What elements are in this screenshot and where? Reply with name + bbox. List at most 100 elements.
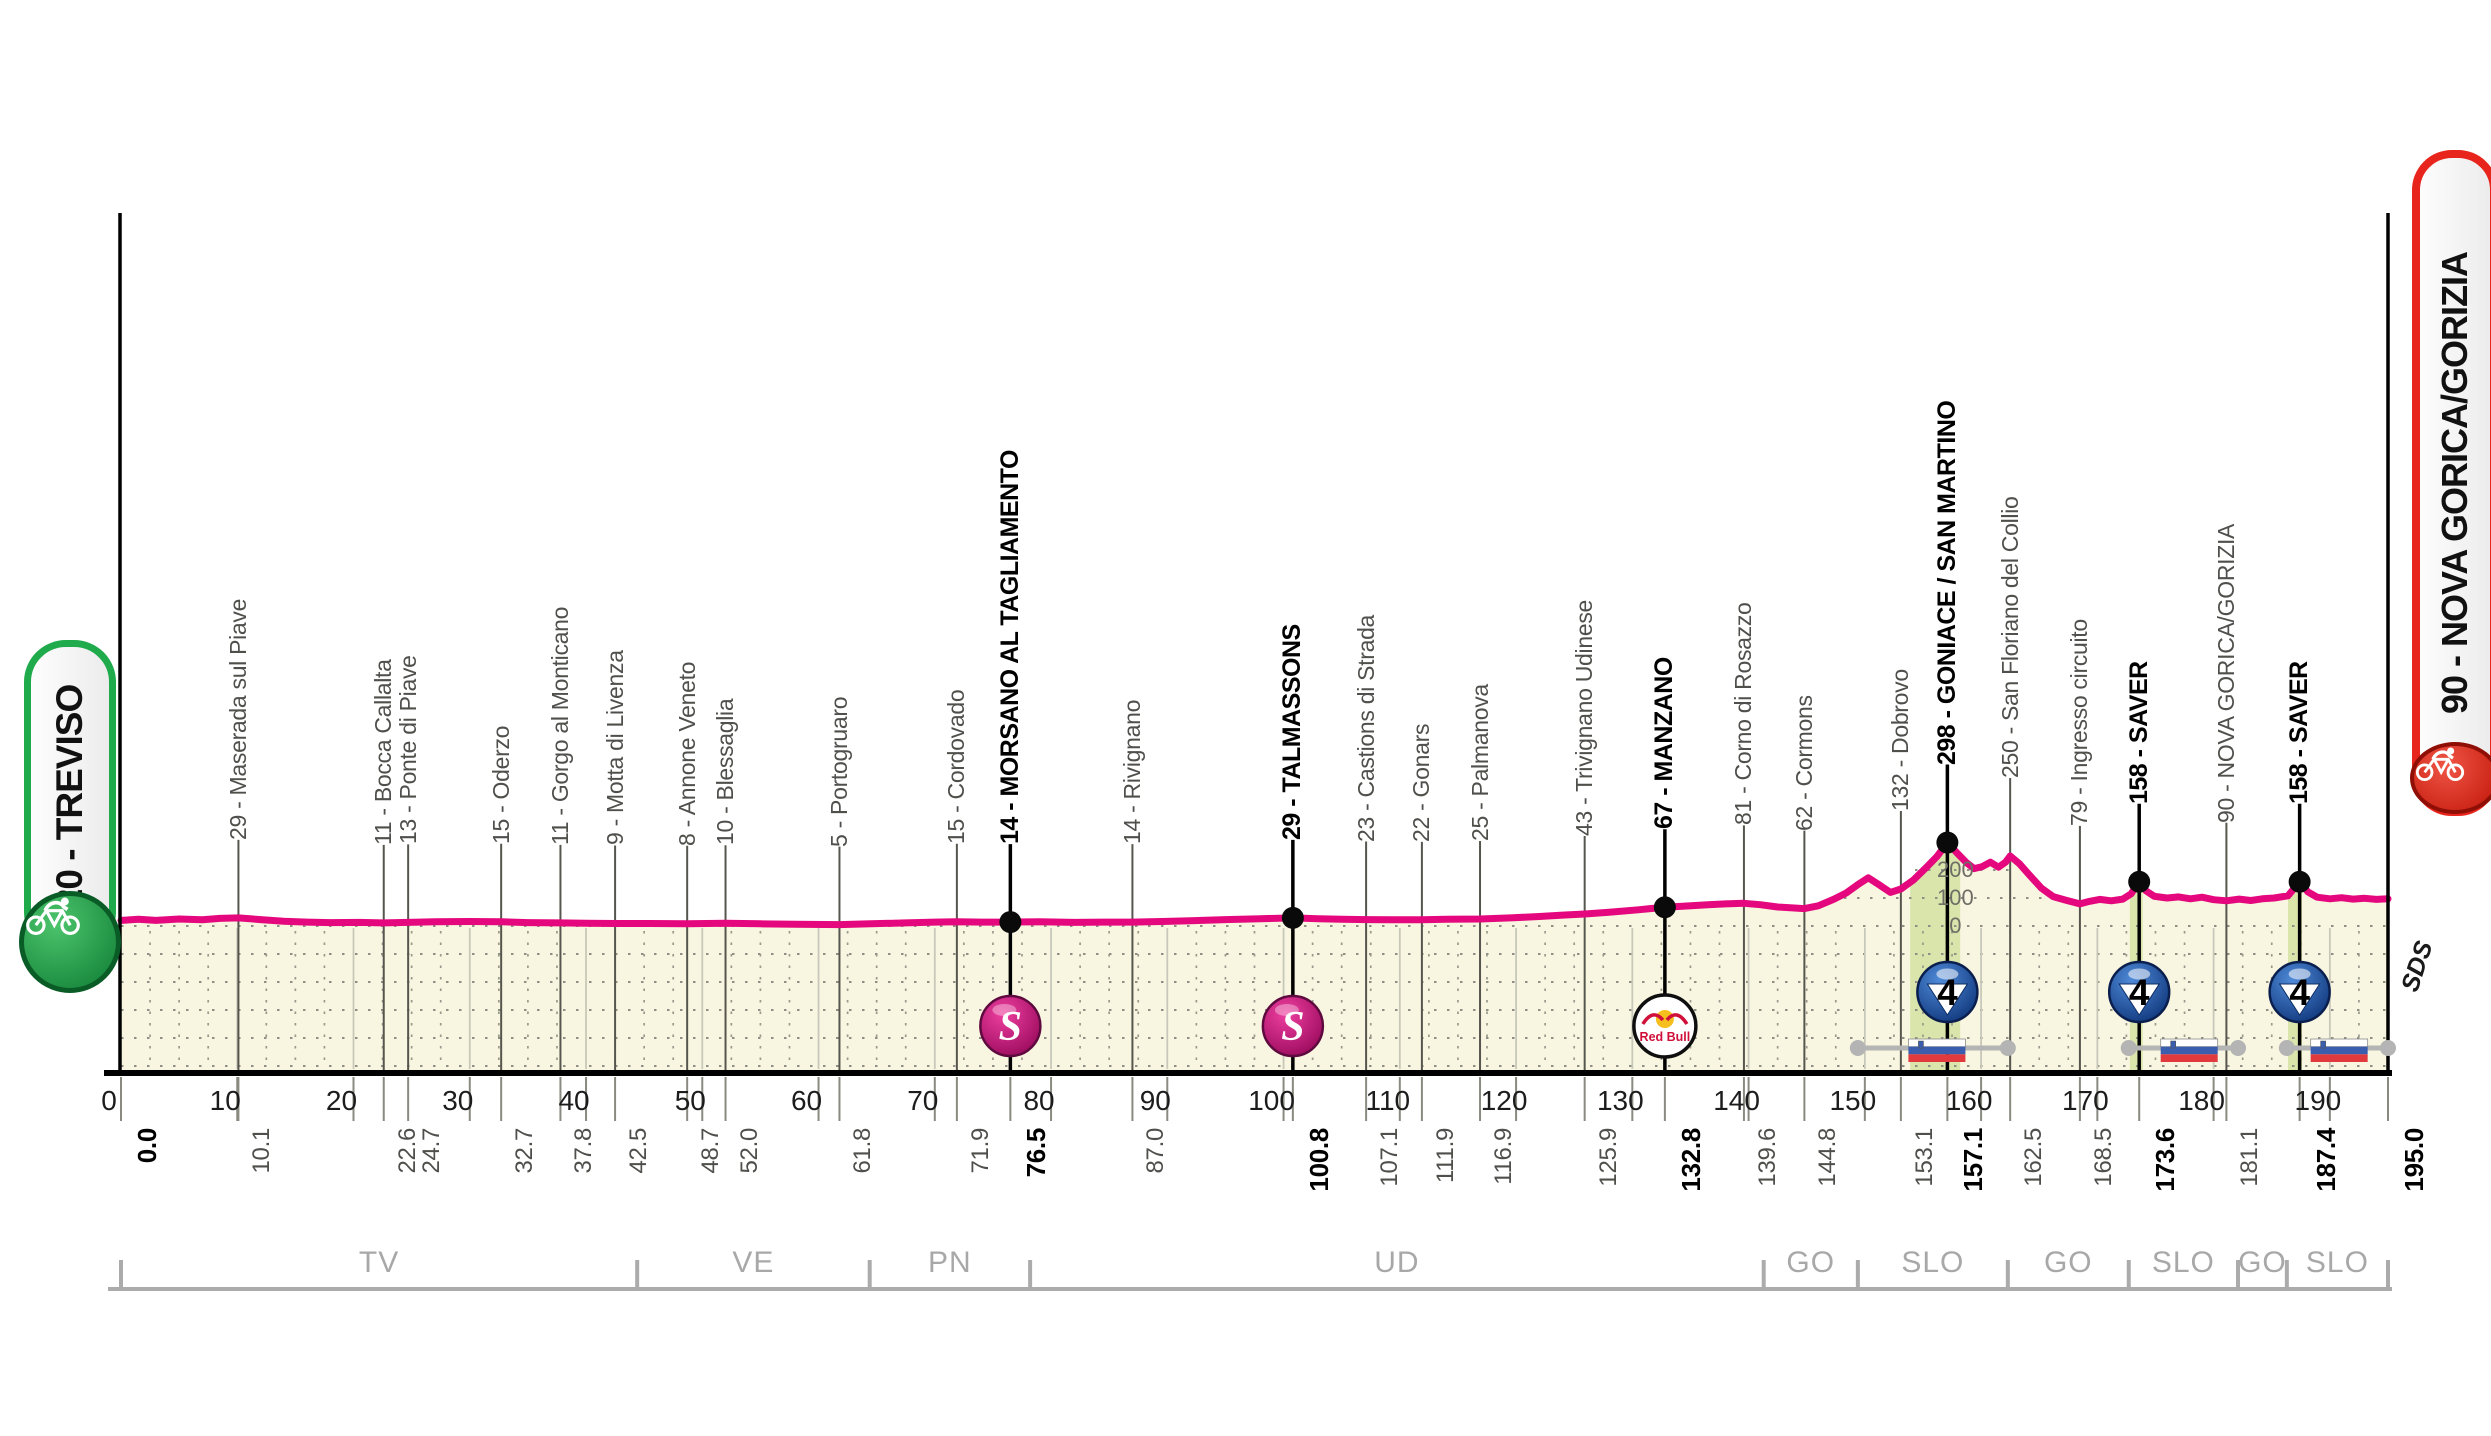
sprint-letter: S <box>1281 1004 1304 1050</box>
start-banner: 20 - TREVISO <box>19 640 121 993</box>
flag-red-stripe <box>2310 1054 2368 1062</box>
waypoint-distance-label: 181.1 <box>2236 1128 2264 1187</box>
waypoint-name-label: 132 - Dobrovo <box>1887 669 1914 812</box>
border-segment-dot <box>1999 1040 2016 1056</box>
flag-blue-stripe <box>2160 1046 2218 1055</box>
waypoint-name-label: 11 - Gorgo al Monticano <box>546 606 573 845</box>
waypoint-distance-label: 0.0 <box>132 1128 162 1164</box>
waypoint-name-label: 13 - Ponte di Piave <box>394 655 421 845</box>
axis-tick-label: 170 <box>2061 1085 2109 1116</box>
waypoint-distance-label: 144.8 <box>1814 1128 1842 1187</box>
waypoint-distance-label: 10.1 <box>248 1128 276 1174</box>
waypoint-name-label: 29 - TALMASSONS <box>1278 624 1307 840</box>
waypoint-dot <box>2288 870 2311 893</box>
waypoint-distance-label: 37.8 <box>570 1128 598 1174</box>
axis-tick-label: 70 <box>907 1085 939 1116</box>
waypoint-name-label: 15 - Oderzo <box>487 725 514 844</box>
waypoint-distance-label: 61.8 <box>849 1128 877 1174</box>
flag-blue-stripe <box>2310 1046 2368 1055</box>
waypoint-name-label: 250 - San Floriano del Collio <box>1996 496 2023 778</box>
waypoint-distance-label: 132.8 <box>1675 1128 1706 1192</box>
axis-tick-label: 160 <box>1945 1085 1993 1116</box>
finish-banner-label: 90 - NOVA GORICA/GORIZIA <box>2434 251 2476 715</box>
waypoint-distance-label: 157.1 <box>1958 1128 1989 1192</box>
axis-tick-label: 110 <box>1365 1085 1411 1116</box>
province-label: SLO <box>1901 1246 1965 1279</box>
waypoint-name-label: 15 - Cordovado <box>943 689 970 844</box>
axis-tick-label: 50 <box>674 1085 706 1116</box>
border-segment-dot <box>1849 1040 1866 1056</box>
waypoint-distance-label: 173.6 <box>2150 1128 2181 1192</box>
flag-coat-of-arms <box>2170 1040 2176 1049</box>
province-label: GO <box>2043 1246 2093 1279</box>
kom-icon: 4 <box>1916 960 1979 1024</box>
kom-highlight <box>1936 968 1959 980</box>
waypoint-distance-label: 52.0 <box>735 1128 763 1174</box>
axis-tick-label: 90 <box>1139 1085 1171 1116</box>
waypoint-distance-label: 76.5 <box>1021 1128 1052 1178</box>
waypoint-distance-label: 24.7 <box>418 1128 446 1174</box>
flag-blue-stripe <box>1908 1046 1966 1055</box>
waypoint-name-label: 79 - Ingresso circuito <box>2066 618 2093 826</box>
sprint-icon: S <box>979 994 1042 1058</box>
province-label: GO <box>1786 1246 1836 1279</box>
waypoint-distance-label: 162.5 <box>2020 1128 2048 1187</box>
axis-tick-label: 120 <box>1480 1085 1528 1116</box>
sprint-circle <box>1261 994 1325 1058</box>
sprint-highlight <box>992 1004 1017 1016</box>
feed-bull-left <box>1641 1013 1665 1025</box>
axis-tick-label: 30 <box>442 1085 474 1116</box>
axis-tick-label: 190 <box>2294 1085 2342 1116</box>
waypoint-dot <box>1653 896 1676 919</box>
slovenia-flag-icon <box>2310 1038 2369 1062</box>
waypoint-name-label: 10 - Blessaglia <box>712 698 739 846</box>
border-segment-dot <box>2230 1040 2247 1056</box>
waypoint-name-label: 158 - SAVER <box>2285 661 2314 804</box>
flag-coat-of-arms <box>2320 1040 2326 1049</box>
axis-tick-label: 60 <box>790 1085 823 1116</box>
waypoint-name-label: 25 - Palmanova <box>1466 684 1493 841</box>
province-label: TV <box>358 1246 400 1279</box>
axis-tick-label: 150 <box>1829 1085 1877 1116</box>
axis-tick-label: 10 <box>209 1085 241 1116</box>
green-band <box>1910 842 1961 1071</box>
kom-triangle <box>2118 983 2161 1016</box>
flag-white-stripe <box>2310 1038 2369 1048</box>
province-label: VE <box>732 1246 775 1279</box>
waypoint-distance-label: 22.6 <box>393 1128 421 1174</box>
feed-brand-text: Red Bull <box>1640 1030 1691 1044</box>
waypoint-distance-label: 195.0 <box>2398 1128 2429 1192</box>
sprint-highlight <box>1274 1004 1299 1016</box>
waypoint-dot <box>2128 870 2151 893</box>
waypoint-name-label: 5 - Portogruaro <box>825 696 852 847</box>
waypoint-name-label: 11 - Bocca Callalta <box>370 659 397 845</box>
start-banner-label: 20 - TREVISO <box>49 684 91 910</box>
province-label: SLO <box>2151 1246 2215 1279</box>
kom-highlight <box>2128 968 2151 980</box>
elevation-scale-label: 0 <box>1949 913 1962 938</box>
waypoint-distance-label: 111.9 <box>1431 1128 1459 1183</box>
axis-tick-label: 40 <box>558 1085 590 1116</box>
kom-icon: 4 <box>2107 960 2171 1024</box>
waypoint-distance-label: 168.5 <box>2089 1128 2117 1187</box>
slovenia-flag-icon <box>2160 1038 2219 1062</box>
start-cyclist-icon <box>19 891 121 993</box>
grid <box>121 869 2388 1069</box>
kom-icon: 4 <box>2268 960 2331 1024</box>
border-segment-dot <box>2278 1040 2295 1056</box>
elevation-scale-label: 200 <box>1937 857 1974 882</box>
waypoint-distance-label: 187.4 <box>2310 1128 2341 1192</box>
province-label: SLO <box>2305 1246 2369 1279</box>
waypoint-distance-label: 100.8 <box>1303 1128 1334 1192</box>
waypoint-distance-label: 32.7 <box>511 1128 539 1174</box>
province-label: UD <box>1374 1246 1420 1279</box>
waypoint-distance-label: 107.1 <box>1376 1128 1404 1187</box>
waypoint-name-label: 22 - Gonars <box>1408 723 1435 842</box>
waypoint-dot <box>1281 906 1304 929</box>
feed-bull-right <box>1665 1013 1689 1025</box>
sprint-icon: S <box>1261 994 1325 1058</box>
waypoint-name-label: 14 - MORSANO AL TAGLIAMENTO <box>995 450 1024 845</box>
axis-tick-label: 180 <box>2178 1085 2225 1116</box>
feed-sun <box>1655 1010 1674 1028</box>
waypoint-distance-label: 153.1 <box>1910 1128 1938 1187</box>
